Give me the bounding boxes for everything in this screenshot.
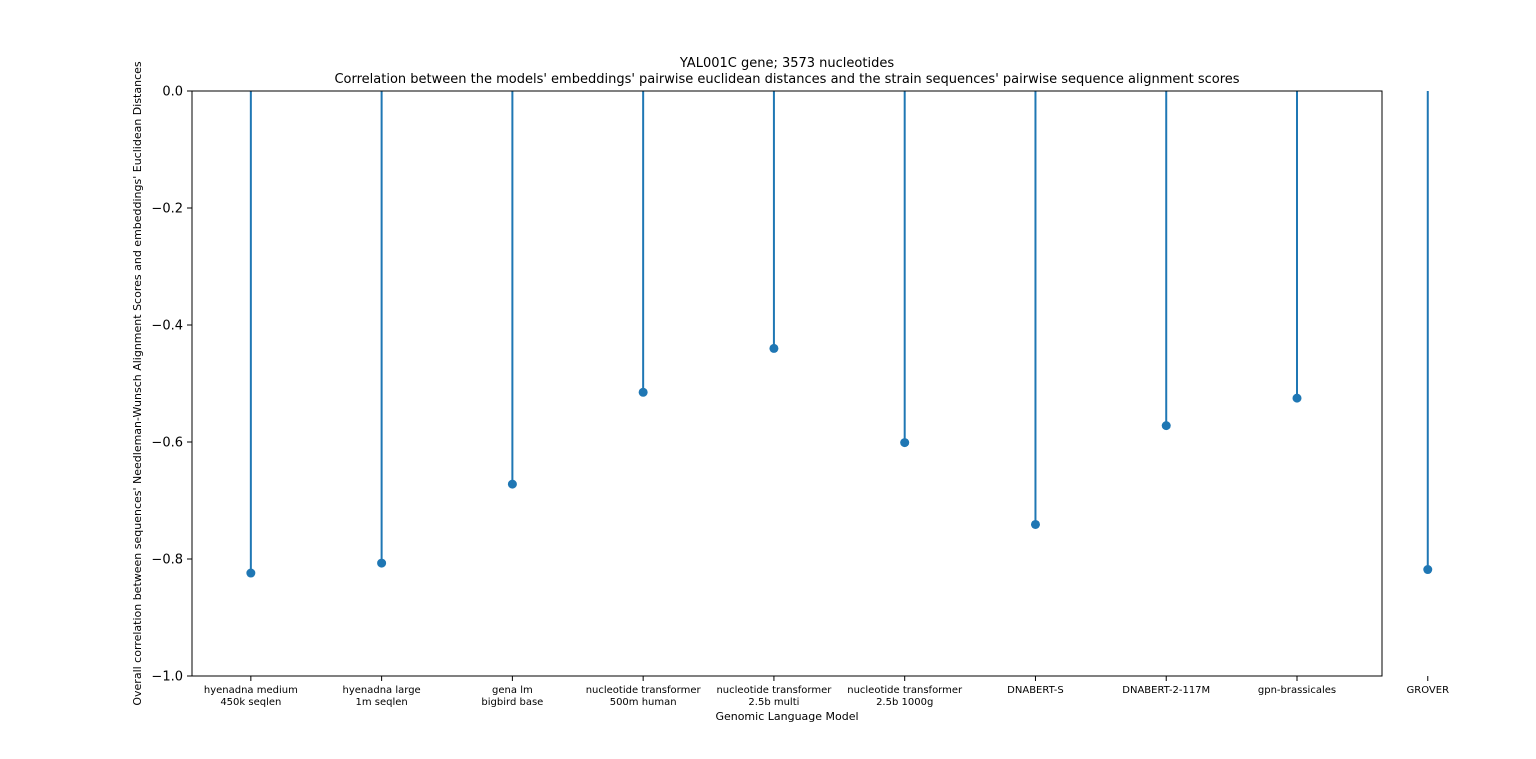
stem-marker bbox=[900, 438, 910, 448]
x-tick-label: 1m seqlen bbox=[355, 697, 407, 708]
x-tick-label: gpn-brassicales bbox=[1258, 685, 1336, 696]
x-tick-label: DNABERT-2-117M bbox=[1122, 685, 1210, 696]
x-tick-label: bigbird base bbox=[481, 697, 543, 708]
chart-subtitle: Correlation between the models' embeddin… bbox=[334, 72, 1239, 87]
y-axis-label: Overall correlation between sequences' N… bbox=[131, 61, 144, 706]
x-tick-label: hyenadna large bbox=[343, 685, 421, 696]
y-tick-label: −0.2 bbox=[151, 202, 183, 217]
y-tick-label: −1.0 bbox=[151, 670, 183, 685]
y-tick-label: −0.8 bbox=[151, 553, 183, 568]
y-axis-ticks: 0.0 −0.2 −0.4 −0.6 −0.8 −1.0 bbox=[151, 85, 192, 685]
plot-frame bbox=[191, 90, 1383, 677]
y-tick-label: 0.0 bbox=[162, 85, 183, 100]
x-tick-label: 2.5b multi bbox=[748, 697, 799, 708]
x-tick-label: DNABERT-S bbox=[1007, 685, 1064, 696]
x-tick-label: 500m human bbox=[610, 697, 677, 708]
stem-marker bbox=[769, 343, 779, 353]
y-tick-label: −0.6 bbox=[151, 436, 183, 451]
stem-marker bbox=[1292, 393, 1302, 403]
chart-title: YAL001C gene; 3573 nucleotides bbox=[679, 56, 894, 71]
stem-series bbox=[246, 91, 1433, 578]
stem-marker bbox=[1423, 565, 1433, 575]
x-tick-label: gena lm bbox=[492, 685, 533, 696]
x-tick-label: nucleotide transformer bbox=[716, 685, 832, 696]
stem-marker bbox=[246, 568, 256, 578]
stem-marker bbox=[377, 558, 387, 568]
x-axis-label: Genomic Language Model bbox=[715, 710, 858, 723]
x-tick-label: GROVER bbox=[1407, 685, 1450, 696]
y-tick-label: −0.4 bbox=[151, 319, 183, 334]
x-tick-label: nucleotide transformer bbox=[586, 685, 702, 696]
stem-marker bbox=[1030, 519, 1040, 529]
x-tick-label: nucleotide transformer bbox=[847, 685, 963, 696]
x-tick-label: 2.5b 1000g bbox=[876, 697, 933, 708]
stem-marker bbox=[638, 387, 648, 397]
stem-marker bbox=[507, 479, 517, 489]
x-tick-label: 450k seqlen bbox=[220, 697, 281, 708]
x-tick-label: hyenadna medium bbox=[204, 685, 298, 696]
stem-marker bbox=[1161, 421, 1171, 431]
